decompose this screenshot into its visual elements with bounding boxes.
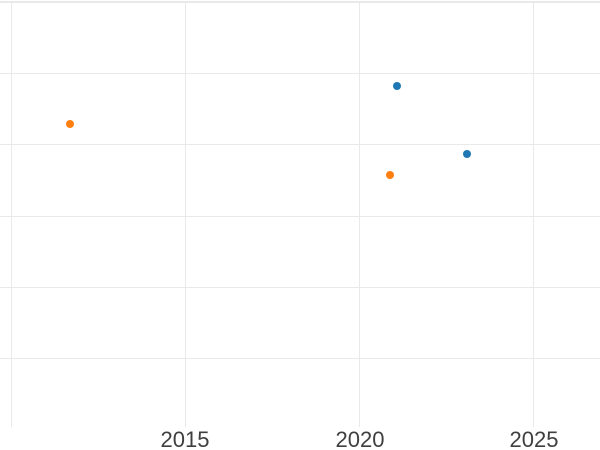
- gridline-vertical: [11, 2, 12, 427]
- x-tick-label: 2025: [509, 427, 559, 450]
- scatter-point-series-orange: [386, 170, 394, 179]
- gridline-horizontal: [0, 358, 600, 359]
- scatter-point-series-blue: [463, 150, 471, 158]
- gridline-horizontal: [0, 287, 600, 288]
- gridline-horizontal: [0, 73, 600, 74]
- scatter-point-series-blue: [392, 81, 401, 90]
- gridline-vertical: [533, 2, 534, 427]
- gridline-horizontal: [0, 144, 600, 145]
- gridline-horizontal: [0, 216, 600, 217]
- x-tick-label: 2020: [335, 427, 385, 450]
- x-tick-label: 2015: [160, 427, 210, 450]
- gridline-vertical: [185, 2, 186, 427]
- gridline-vertical: [359, 2, 360, 427]
- gridline-horizontal: [0, 1, 600, 3]
- scatter-point-series-orange: [66, 120, 74, 128]
